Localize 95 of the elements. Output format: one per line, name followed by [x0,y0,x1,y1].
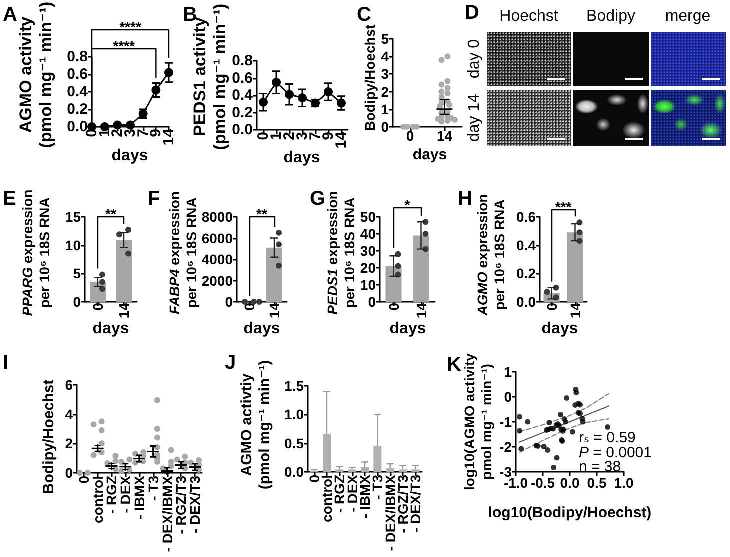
chart-title: E [3,188,16,210]
x-tick-label: 14 [436,128,453,144]
x-tick-label: 1.0 [614,475,634,491]
x-axis-title: days [412,146,448,164]
x-axis-title: log10(Bodipy/Hoechst) [488,504,652,522]
y-tick-label: 1.0 [284,406,304,423]
x-axis-title: days [112,148,148,164]
chart-title: G [310,188,326,210]
y-axis-title: AGMO activtiy (pmol mg⁻¹ min⁻¹) [238,360,274,490]
y-tick-label: 30 [360,243,376,259]
annotation: n = 38 [579,458,622,476]
x-tick-label: 14 [116,302,132,319]
x-tick-label: - IBMX [132,475,148,520]
text: day 0 [466,39,483,79]
chart-title: J [225,352,236,374]
x-tick-label: 14 [266,302,282,319]
annotation: rₛ = 0.59 [579,430,636,446]
y-tick-label: 0.5 [284,435,304,452]
y-axis-title: AGMO activity (pmol mg⁻¹ min⁻¹) [16,2,56,148]
x-tick-label: 14 [160,128,178,146]
y-tick-label: 40 [360,226,376,242]
x-tick-label: - RGZ/T3 [173,476,190,534]
y-tick-label: 6 [65,377,74,393]
chart-title: H [458,188,472,210]
x-tick-label: -0.5 [530,475,556,491]
x-tick-label: 0.5 [587,475,607,491]
y-tick-label: 10 [360,277,376,293]
chart-title: F [148,188,160,210]
x-tick-label: 3 [122,129,139,138]
chart-title: A [3,4,18,26]
text: Hoechst [500,8,558,25]
y-axis-title: log10(AGMO activity pmol mg⁻¹ min⁻¹) [462,353,494,490]
x-axis-title: days [92,320,130,338]
y-tick-label: -1 [500,414,512,430]
y-tick-label: 2 [65,436,74,452]
y-tick-label: 4 [381,48,390,65]
text: * [404,197,411,213]
text: **** [120,19,142,35]
y-tick-label: 4000 [202,252,234,268]
x-tick-label: 14 [413,302,430,319]
text: merge [665,8,711,25]
y-tick-label: 0.4 [67,84,89,100]
y-tick-label: 0.4 [232,87,254,104]
y-tick-label: 8000 [202,209,234,225]
y-tick-label: 0.4 [516,237,536,254]
x-axis-title: days [284,150,320,166]
y-tick-label: 2000 [202,272,234,289]
y-tick-label: 0.2 [67,101,88,118]
y-tick-label: 0.2 [516,266,536,282]
x-tick-label: - T3 [145,476,162,501]
x-tick-label: 0.0 [560,475,580,491]
x-tick-label: - RGZ [104,476,120,514]
x-tick-label: 14 [567,302,584,319]
chart-title: I [3,352,9,374]
annotation: ** [106,206,117,222]
y-tick-label: 4 [65,406,74,422]
x-tick-label: - DEX/T3 [187,476,204,534]
chart-title: C [357,4,372,26]
y-tick-label: 0.2 [232,104,253,122]
y-axis-title: Bodipy/Hoechst [40,380,58,494]
y-tick-label: 5 [381,31,390,47]
x-axis-title: days [390,320,426,338]
y-tick-label: 15 [65,209,82,225]
text: day 14 [466,94,483,142]
y-tick-label: 6000 [202,230,234,246]
annotation: P = 0.0001 [579,444,652,462]
y-tick-label: 10 [65,237,82,254]
chart-title: K [447,354,462,376]
y-tick-label: 0.6 [67,66,88,83]
text: D [465,2,480,24]
x-tick-label: - DEX/IBMX [159,475,176,552]
x-tick-label: control [90,476,106,524]
y-tick-label: 20 [360,260,376,276]
y-tick-label: 1.5 [284,378,304,394]
y-tick-label: 0.6 [232,70,253,87]
y-tick-label: 1 [504,364,512,380]
y-tick-label: 0.8 [67,48,88,66]
y-tick-label: 1 [381,101,390,118]
text: Bodipy [586,8,636,25]
y-axis-title: Bodipy/Hoechst [362,24,378,132]
x-tick-label: 0 [406,128,414,144]
y-tick-label: 3 [381,66,390,82]
annotation: ** [256,206,268,222]
y-tick-label: 5 [73,266,82,282]
x-axis-title: days [244,320,280,338]
x-axis-title: days [542,320,578,338]
text: *** [555,199,572,215]
y-tick-label: 0.6 [516,209,536,225]
x-tick-label: - DEX [118,475,134,514]
y-tick-label: 0 [504,389,512,405]
y-tick-label: 50 [360,209,376,225]
y-tick-label: -2 [500,439,512,455]
y-tick-label: 2 [381,84,390,100]
y-tick-label: 0.8 [232,52,253,70]
text: **** [113,38,136,54]
